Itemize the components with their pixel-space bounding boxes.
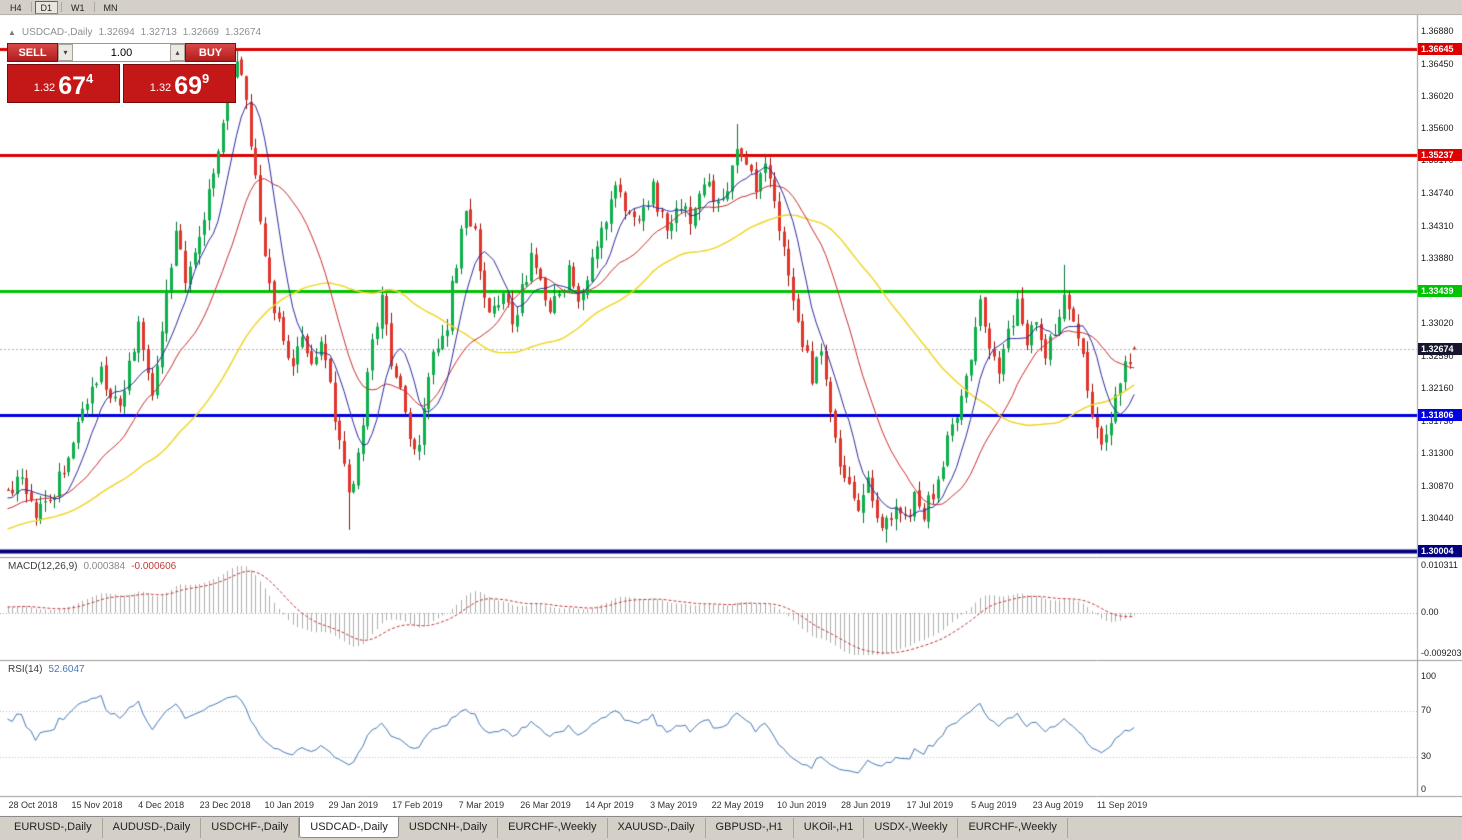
rsi-scale-100: 100 xyxy=(1421,671,1437,681)
chart-tab-usdcad-daily[interactable]: USDCAD-,Daily xyxy=(299,817,399,838)
date-axis-label: 11 Sep 2019 xyxy=(1096,800,1148,810)
date-axis-label: 10 Jun 2019 xyxy=(776,800,827,810)
rsi-indicator-header: RSI(14) 52.6047 xyxy=(8,664,85,675)
price-axis-tick: 1.34740 xyxy=(1421,187,1454,198)
macd-signal-value: -0.000606 xyxy=(131,561,177,572)
date-axis-label: 14 Apr 2019 xyxy=(585,800,634,810)
price-level-badge: 1.35237 xyxy=(1418,149,1462,162)
volume-increase-button[interactable]: ▴ xyxy=(170,44,185,61)
chart-tab-usdcnh-daily[interactable]: USDCNH-,Daily xyxy=(399,818,499,838)
timeframe-button-h4[interactable]: H4 xyxy=(10,2,22,13)
macd-main-value: 0.000384 xyxy=(83,561,126,572)
rsi-scale-30: 30 xyxy=(1421,751,1432,761)
date-axis-label: 15 Nov 2018 xyxy=(71,800,123,810)
quote-low: 1.32669 xyxy=(182,27,219,38)
bid-price-point: 4 xyxy=(86,71,94,86)
price-level-badge: 1.33439 xyxy=(1418,285,1462,298)
ask-price-pips: 69 xyxy=(174,72,202,100)
date-axis-label: 23 Aug 2019 xyxy=(1032,800,1084,810)
quote-symbol: USDCAD-,Daily xyxy=(21,27,93,38)
one-click-trading-panel: SELL ▾ 1.00 ▴ BUY 1.32 67 4 1.32 69 9 xyxy=(7,43,236,103)
ask-price-prefix: 1.32 xyxy=(149,82,172,94)
price-level-badge: 1.36645 xyxy=(1418,42,1462,55)
volume-stepper: ▾ 1.00 ▴ xyxy=(58,43,185,62)
volume-input[interactable]: 1.00 xyxy=(73,44,170,61)
timeframe-button-mn[interactable]: MN xyxy=(103,2,118,13)
chart-tab-bar: EURUSD-,Daily AUDUSD-,Daily USDCHF-,Daily U… xyxy=(0,816,1462,840)
price-axis-tick: 1.30440 xyxy=(1421,513,1454,524)
date-axis-label: 29 Jan 2019 xyxy=(328,800,379,810)
current-price-badge: 1.32674 xyxy=(1418,343,1462,356)
bid-price-prefix: 1.32 xyxy=(33,82,56,94)
toolbar-separator xyxy=(93,2,95,12)
price-axis-tick: 1.36880 xyxy=(1421,26,1454,36)
date-axis-label: 4 Dec 2018 xyxy=(138,800,185,810)
chart-tab-xauusd-daily[interactable]: XAUUSD-,Daily xyxy=(608,818,706,838)
price-level-badge: 1.31806 xyxy=(1418,409,1462,422)
price-axis-tick: 1.33880 xyxy=(1421,253,1454,264)
date-axis-label: 28 Jun 2019 xyxy=(840,800,891,810)
date-axis-label: 23 Dec 2018 xyxy=(199,800,251,810)
date-axis-label: 10 Jan 2019 xyxy=(264,800,315,810)
toolbar-separator xyxy=(61,2,63,12)
date-axis-label: 3 May 2019 xyxy=(650,800,698,810)
macd-scale-max: 0.010311 xyxy=(1421,560,1458,570)
price-axis-tick: 1.30870 xyxy=(1421,480,1454,491)
chart-tab-audusd-daily[interactable]: AUDUSD-,Daily xyxy=(103,818,202,838)
chart-tab-usdchf-daily[interactable]: USDCHF-,Daily xyxy=(201,818,300,838)
date-axis-label: 5 Aug 2019 xyxy=(971,800,1017,810)
quote-header: ▲ USDCAD-,Daily 1.32694 1.32713 1.32669 … xyxy=(8,27,261,39)
chart-tab-usdx-weekly[interactable]: USDX-,Weekly xyxy=(864,818,959,838)
chart-tab-eurchf-weekly[interactable]: EURCHF-,Weekly xyxy=(498,818,608,838)
timeframe-button-w1[interactable]: W1 xyxy=(71,2,85,13)
buy-button[interactable]: BUY xyxy=(185,43,236,62)
ohlc-toggle-icon[interactable]: ▲ xyxy=(8,28,16,37)
macd-indicator-header: MACD(12,26,9) 0.000384 -0.000606 xyxy=(8,561,176,572)
macd-label: MACD(12,26,9) xyxy=(8,561,78,572)
sell-button[interactable]: SELL xyxy=(7,43,58,62)
panel-divider-rsi[interactable] xyxy=(0,658,1462,663)
price-axis-tick: 1.35600 xyxy=(1421,122,1454,133)
rsi-label: RSI(14) xyxy=(8,664,43,675)
ask-price-tile[interactable]: 1.32 69 9 xyxy=(123,64,236,103)
timeframe-button-d1[interactable]: D1 xyxy=(34,0,59,14)
bid-price-tile[interactable]: 1.32 67 4 xyxy=(7,64,120,103)
macd-scale-zero: 0.00 xyxy=(1421,607,1439,617)
price-axis-tick: 1.31300 xyxy=(1421,448,1454,459)
date-axis-label: 22 May 2019 xyxy=(711,800,764,810)
volume-decrease-button[interactable]: ▾ xyxy=(58,44,73,61)
chart-tab-gbpusd-h1[interactable]: GBPUSD-,H1 xyxy=(706,818,794,838)
price-axis-tick: 1.32160 xyxy=(1421,383,1454,394)
quote-close: 1.32674 xyxy=(224,27,262,38)
price-axis-tick: 1.33020 xyxy=(1421,318,1454,329)
bid-price-pips: 67 xyxy=(58,72,86,100)
date-axis-label: 26 Mar 2019 xyxy=(520,800,571,810)
rsi-scale-70: 70 xyxy=(1421,705,1432,715)
price-axis-tick: 1.34310 xyxy=(1421,220,1454,231)
price-level-badge: 1.30004 xyxy=(1418,545,1462,558)
date-axis-label: 28 Oct 2018 xyxy=(8,800,58,810)
date-axis-label: 17 Jul 2019 xyxy=(906,800,954,810)
rsi-value: 52.6047 xyxy=(48,664,85,675)
macd-scale-min: -0.009203 xyxy=(1421,648,1462,658)
timeframe-toolbar: H4 D1 W1 MN xyxy=(0,0,1462,15)
date-axis-label: 17 Feb 2019 xyxy=(392,800,443,810)
chart-tab-eurchf-weekly[interactable]: EURCHF-,Weekly xyxy=(958,818,1068,838)
rsi-scale-0: 0 xyxy=(1421,784,1427,794)
date-axis-label: 7 Mar 2019 xyxy=(458,800,505,810)
quote-high: 1.32713 xyxy=(140,27,177,38)
price-axis-tick: 1.36450 xyxy=(1421,58,1454,69)
panel-divider-macd[interactable] xyxy=(0,555,1462,560)
toolbar-separator xyxy=(30,2,32,12)
price-axis-tick: 1.36020 xyxy=(1421,91,1454,102)
quote-open: 1.32694 xyxy=(98,27,135,38)
price-axis-tick: 1.32590 xyxy=(1421,350,1454,361)
chart-tab-ukoil-h1[interactable]: UKOil-,H1 xyxy=(794,818,865,838)
chart-tab-eurusd-daily[interactable]: EURUSD-,Daily xyxy=(4,818,103,838)
ask-price-point: 9 xyxy=(202,71,210,86)
